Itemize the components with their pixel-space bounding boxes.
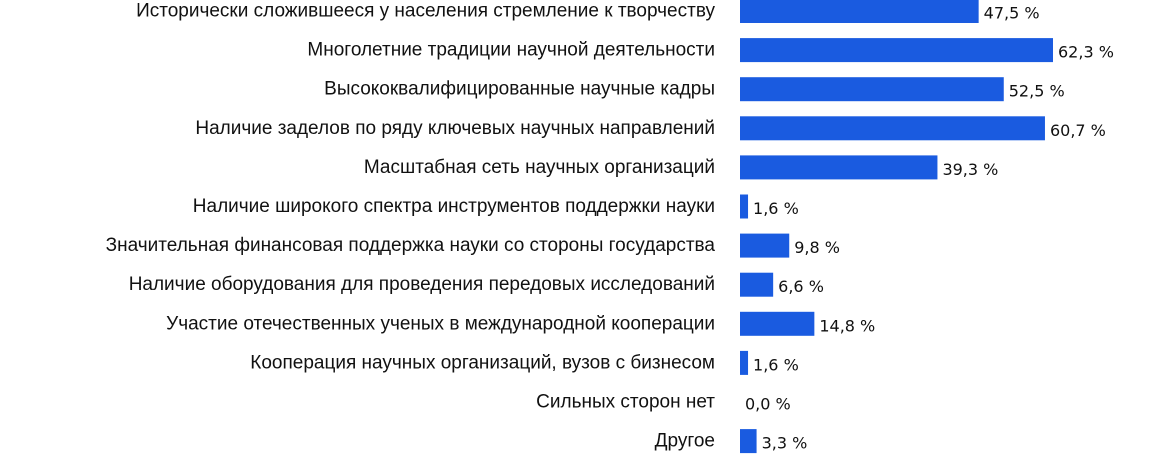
bar [740,350,749,375]
bar [740,116,1045,141]
value-label: 39,3 % [942,160,998,179]
category-label: Наличие широкого спектра инструментов по… [193,196,715,217]
category-label: Наличие заделов по ряду ключевых научных… [195,118,715,139]
bar [740,0,979,23]
bar [740,311,815,336]
category-label: Сильных сторон нет [536,392,715,413]
bar [740,272,774,297]
category-label: Многолетние традиции научной деятельност… [307,40,715,61]
bar [740,194,749,219]
value-label: 1,6 % [753,199,799,218]
bars [740,0,1053,454]
value-label: 60,7 % [1050,121,1106,140]
value-labels: 47,5 % 62,3 % 52,5 % 60,7 % 39,3 % 1,6 % 9,8 %… [745,4,1114,453]
value-label: 52,5 % [1009,82,1065,101]
category-label: Исторически сложившееся у населения стре… [136,1,715,22]
category-label: Участие отечественных ученых в междунаро… [166,313,715,334]
value-label: 1,6 % [753,355,799,374]
bar [740,429,757,454]
value-label: 0,0 % [745,395,791,414]
value-label: 14,8 % [819,316,875,335]
bar [740,77,1004,102]
category-label: Значительная финансовая поддержка науки … [106,235,716,256]
value-label: 62,3 % [1058,43,1114,62]
value-label: 6,6 % [778,277,824,296]
category-label: Масштабная сеть научных организаций [364,157,715,178]
category-label: Кооперация научных организаций, вузов с … [250,352,715,373]
value-label: 47,5 % [984,4,1040,23]
value-label: 9,8 % [794,238,840,257]
value-label: 3,3 % [762,434,808,453]
bar [740,38,1053,63]
category-labels: Исторически сложившееся у населения стре… [106,1,716,452]
bar [740,155,938,180]
category-label: Другое [655,431,715,452]
bar [740,233,790,258]
category-label: Наличие оборудования для проведения пере… [129,274,715,295]
category-label: Высококвалифицированные научные кадры [324,79,715,100]
